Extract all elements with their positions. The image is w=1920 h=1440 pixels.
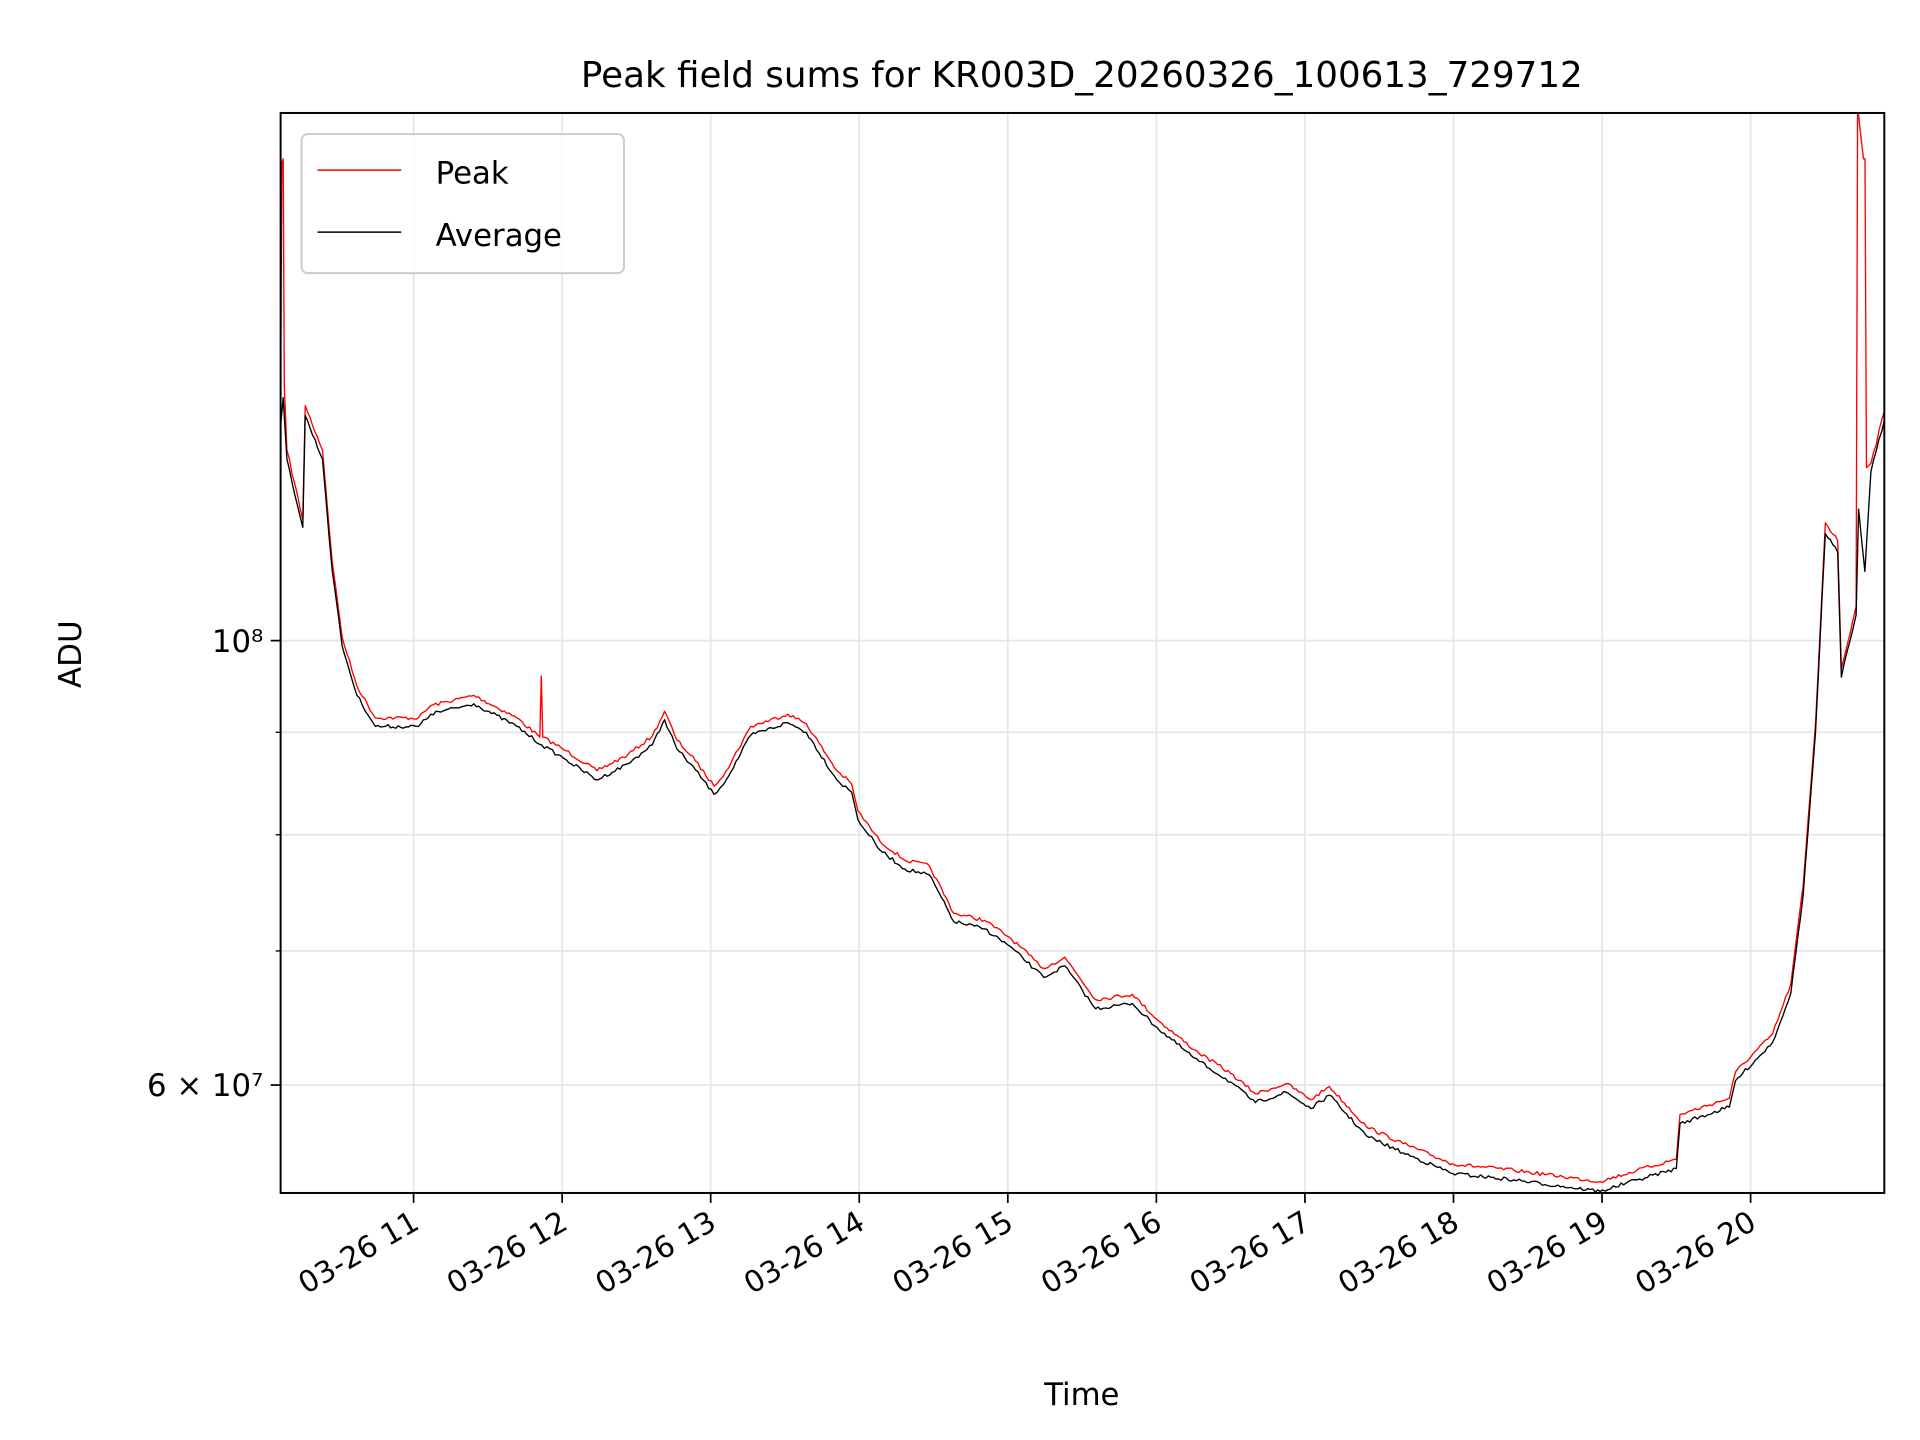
- y-axis-label: ADU: [53, 620, 89, 688]
- legend-label-peak: Peak: [436, 156, 509, 192]
- y-tick-label: 10⁸: [212, 624, 263, 660]
- axes-frame: [279, 111, 1886, 1194]
- grid: [280, 112, 1885, 1193]
- legend-label-average: Average: [436, 218, 562, 254]
- series-line-average: [280, 397, 1885, 1193]
- x-axis-label: Time: [1043, 1377, 1119, 1413]
- series-line-peak: [280, 112, 1885, 1184]
- legend-box: [300, 133, 625, 275]
- legend: Peak Average: [300, 133, 625, 275]
- series-group: [280, 112, 1885, 1193]
- chart-title: Peak field sums for KR003D_20260326_1006…: [581, 55, 1583, 96]
- y-tick-label: 6 × 10⁷: [147, 1068, 263, 1104]
